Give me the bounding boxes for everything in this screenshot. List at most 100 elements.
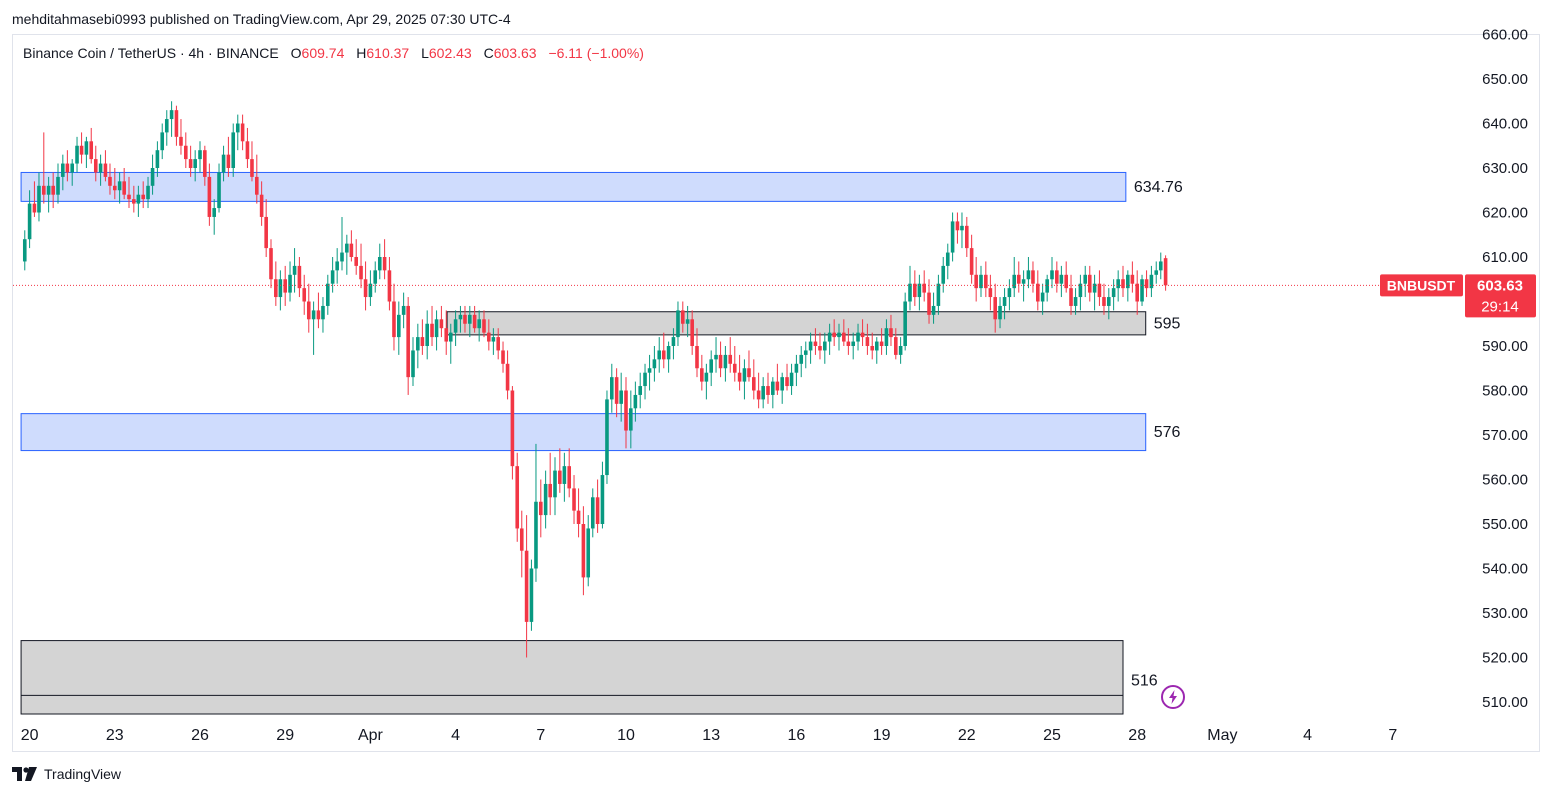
candle-body — [827, 332, 832, 342]
candle-body — [141, 194, 145, 200]
candle-body — [1002, 297, 1007, 306]
candle-body — [666, 346, 671, 360]
candle-body — [392, 301, 396, 338]
candle-body — [326, 283, 330, 306]
candle-body — [37, 185, 41, 213]
candle-body — [1064, 274, 1068, 289]
footer-brand[interactable]: TradingView — [44, 766, 122, 782]
time-axis: 20 23 26 29 Apr 4 7 10 13 16 19 22 25 28 May 4 7 — [21, 727, 1398, 744]
candle-body — [576, 510, 581, 524]
candle-body — [510, 390, 515, 467]
high-label: H — [356, 45, 367, 61]
candle-body — [1126, 274, 1130, 289]
candle-body — [235, 123, 240, 133]
candle-body — [411, 350, 415, 378]
candle-body — [1026, 270, 1031, 280]
x-tick-label: 7 — [1388, 727, 1397, 744]
candle-body — [856, 332, 860, 342]
candle-body — [401, 305, 406, 315]
candle-body — [732, 363, 737, 373]
y-tick-label: 640.00 — [1482, 116, 1528, 133]
last-price-layer: BNBUSDT 603.63 29:14 — [13, 274, 1536, 318]
candle-body — [685, 319, 690, 324]
candle-body — [581, 524, 586, 578]
candle-body — [1102, 297, 1106, 306]
close-label: C — [483, 45, 494, 61]
candle-body — [1154, 270, 1159, 275]
symbol-label[interactable]: Binance Coin / TetherUS · 4h · BINANCE — [23, 45, 279, 61]
tradingview-logo-icon[interactable] — [12, 767, 38, 781]
candle-body — [865, 337, 870, 346]
candle-body — [534, 501, 538, 569]
candle-body — [789, 372, 794, 387]
candle-body — [988, 288, 993, 298]
candle-body — [1116, 279, 1120, 289]
candle-body — [1111, 288, 1116, 298]
candle-body — [913, 283, 917, 298]
zone-label: 595 — [1154, 315, 1181, 332]
zone-label: 576 — [1154, 424, 1181, 441]
candle-body — [643, 372, 647, 387]
candle-body — [586, 528, 591, 578]
candle-body — [458, 314, 463, 320]
y-tick-label: 630.00 — [1482, 160, 1528, 177]
candle-body — [255, 176, 259, 195]
candle-body — [548, 483, 552, 498]
candle-body — [382, 257, 387, 271]
candle-body — [79, 145, 84, 155]
y-tick-label: 560.00 — [1482, 472, 1528, 489]
candle-body — [505, 363, 510, 391]
x-tick-label: May — [1207, 727, 1237, 744]
candle-body — [752, 377, 756, 391]
candle-body — [231, 132, 236, 168]
candle-body — [945, 252, 950, 266]
candle-body — [420, 337, 425, 346]
candle-body — [737, 372, 742, 382]
zone-box — [446, 311, 1147, 336]
candle-body — [292, 265, 297, 275]
candle-body — [61, 163, 65, 177]
x-tick-label: 4 — [451, 727, 460, 744]
candle-body — [979, 274, 983, 289]
candle-body — [1107, 297, 1111, 306]
x-tick-label: 16 — [788, 727, 806, 744]
candle-body — [605, 399, 609, 476]
candle-body — [775, 381, 780, 391]
candle-body — [974, 274, 978, 289]
candle-body — [174, 110, 179, 137]
candle-body — [1031, 270, 1035, 284]
footer: TradingView — [12, 766, 121, 782]
candle-body — [179, 136, 183, 146]
candle-body — [955, 221, 960, 231]
candle-body — [823, 341, 827, 351]
candle-body — [638, 386, 642, 395]
candles-layer — [22, 101, 1168, 658]
candle-body — [1040, 292, 1045, 302]
candle-body — [330, 270, 335, 284]
candle-body — [274, 279, 278, 298]
candle-body — [1055, 270, 1059, 284]
candle-body — [477, 319, 481, 329]
zone-label: 516 — [1131, 672, 1158, 689]
candle-body — [624, 390, 628, 431]
candle-body — [543, 483, 548, 516]
candle-body — [463, 314, 467, 324]
candle-body — [709, 359, 713, 373]
candle-body — [681, 310, 685, 324]
low-label: L — [421, 45, 429, 61]
candle-body — [1012, 274, 1017, 289]
candle-body — [444, 328, 449, 342]
lightning-icon[interactable] — [1160, 684, 1186, 710]
candle-body — [903, 301, 907, 346]
chart-frame — [12, 34, 1540, 752]
candle-body — [84, 141, 89, 155]
candle-body — [221, 154, 226, 173]
candle-body — [780, 377, 784, 391]
candle-body — [406, 305, 410, 378]
candle-body — [453, 319, 458, 333]
x-tick-label: 10 — [617, 727, 635, 744]
candle-body — [879, 341, 884, 346]
publisher-line: mehditahmasebi0993 published on TradingV… — [12, 11, 511, 27]
y-tick-label: 510.00 — [1482, 694, 1528, 711]
